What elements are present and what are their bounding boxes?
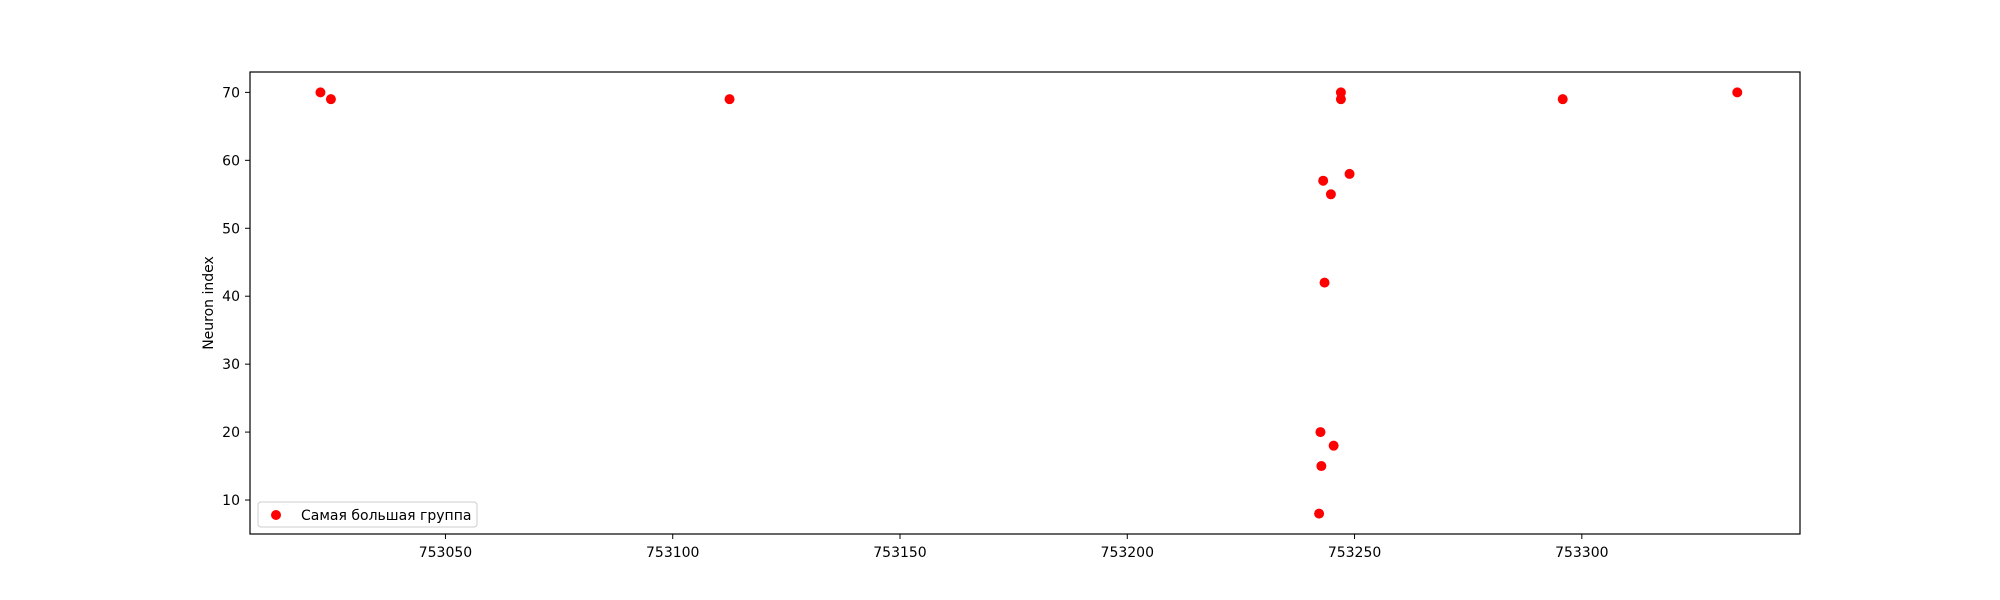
legend-marker	[271, 510, 281, 520]
y-tick-label: 50	[222, 221, 240, 237]
x-tick-label: 753250	[1328, 545, 1381, 561]
y-axis-title: Neuron index	[201, 256, 217, 350]
data-point-0-12	[1344, 168, 1355, 179]
y-tick-label: 10	[222, 493, 240, 509]
x-tick-label: 753200	[1101, 545, 1154, 561]
y-tick-label: 30	[222, 357, 240, 373]
data-points	[315, 87, 1743, 519]
y-tick-label: 70	[222, 85, 240, 101]
legend: Самая большая группа	[257, 501, 478, 528]
y-tick-label: 20	[222, 425, 240, 441]
data-point-0-2	[724, 94, 735, 105]
data-point-0-5	[1316, 461, 1327, 472]
y-tick-label: 40	[222, 289, 240, 305]
data-point-0-14	[1732, 87, 1743, 98]
data-point-0-8	[1325, 189, 1336, 200]
y-tick-label: 60	[222, 153, 240, 169]
x-tick-label: 753100	[646, 545, 699, 561]
y-axis-ticks: 10 20 30 40 50 60 70	[222, 85, 250, 509]
plot-frame	[249, 71, 1801, 535]
data-point-0-9	[1328, 440, 1339, 451]
data-point-0-6	[1318, 175, 1329, 186]
x-tick-label: 753150	[873, 545, 926, 561]
legend-box	[257, 501, 478, 528]
x-axis-ticks: 753050 753100 753150 753200 753250 753300	[419, 534, 1609, 561]
data-point-0-4	[1315, 427, 1326, 438]
x-tick-label: 753300	[1555, 545, 1608, 561]
data-point-0-11	[1335, 94, 1346, 105]
data-point-0-7	[1319, 277, 1330, 288]
data-point-0-13	[1557, 94, 1568, 105]
data-point-0-0	[315, 87, 326, 98]
data-point-0-3	[1314, 508, 1325, 519]
data-point-0-1	[325, 94, 336, 105]
x-tick-label: 753050	[419, 545, 472, 561]
legend-label: Самая большая группа	[301, 508, 471, 524]
